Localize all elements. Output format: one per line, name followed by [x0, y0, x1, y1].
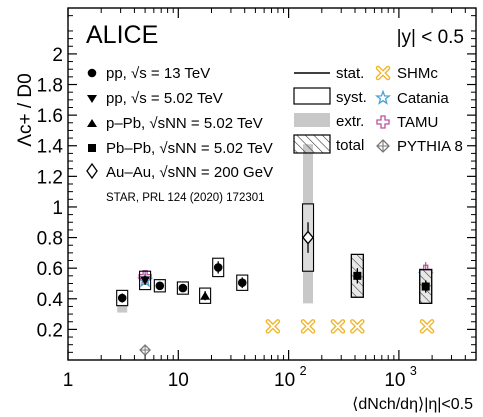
syst-uncertainty-box — [236, 274, 249, 291]
syst-uncertainty-box — [139, 270, 152, 291]
legend-label-auau: Au–Au, √sNN = 200 GeV — [106, 164, 273, 181]
shmc-marker-inner — [351, 320, 364, 333]
legend-label-stat: stat. — [336, 65, 364, 82]
x-tick-label: 10 — [384, 370, 405, 391]
legend-extr-band — [294, 113, 330, 127]
shmc-marker — [300, 319, 316, 334]
marker-circle — [117, 293, 127, 303]
legend-label-extr: extr. — [336, 113, 364, 130]
marker-triangle-up — [200, 291, 211, 300]
model-markers-layer — [137, 262, 435, 356]
marker-circle — [237, 278, 247, 288]
rapidity-cut-label: |y| < 0.5 — [397, 27, 464, 48]
syst-uncertainty-box — [176, 281, 189, 295]
x-tick-exponent: 2 — [300, 364, 307, 378]
star-reference: STAR, PRL 124 (2020) 172301 — [106, 192, 265, 204]
shmc-marker-inner — [266, 320, 279, 333]
legend-label-tamu: TAMU — [397, 114, 438, 131]
syst-uncertainty-box — [153, 279, 166, 293]
marker-circle — [155, 281, 165, 291]
syst-uncertainty-box — [199, 287, 212, 304]
marker-diamond — [302, 230, 314, 245]
legend-tamu-marker — [376, 115, 390, 129]
pythia-marker-cross — [140, 345, 151, 356]
legend-label-pythia: PYTHIA 8 — [397, 138, 463, 155]
y-axis-title: Λc+ / D0 — [15, 73, 36, 146]
y-tick-label: 1.4 — [37, 137, 64, 158]
marker-circle — [178, 283, 188, 293]
syst-uncertainty-box — [116, 289, 129, 307]
legend-label-pp-5: pp, √s = 5.02 TeV — [106, 90, 223, 107]
shmc-marker-inner — [302, 320, 314, 333]
legend-label-pp-13: pp, √s = 13 TeV — [106, 65, 210, 82]
shmc-marker-inner — [332, 320, 344, 333]
legend-marker-circle — [87, 68, 97, 78]
legend-label-ppb: p–Pb, √sNN = 5.02 TeV — [106, 115, 263, 132]
legend-marker-square — [88, 144, 96, 152]
legend-marker-triangle-down — [87, 95, 97, 103]
shmc-marker — [350, 319, 365, 334]
x-tick-label: 1 — [63, 370, 74, 391]
uncertainty-legend: stat. syst. extr. total — [293, 65, 367, 154]
model-legend: SHMc Catania TAMU PYTHIA 8 — [375, 65, 463, 155]
legend-pythia-marker — [376, 139, 390, 153]
shmc-marker — [265, 319, 281, 334]
plot-frame — [67, 7, 477, 361]
system-legend: pp, √s = 13 TeV pp, √s = 5.02 TeV p–Pb, … — [86, 65, 273, 204]
marker-square — [353, 271, 362, 280]
shmc-marker — [419, 319, 435, 334]
extrapolation-band — [117, 304, 128, 313]
legend-label-total: total — [336, 137, 364, 154]
legend-marker-triangle-up — [87, 119, 97, 127]
syst-uncertainty-box — [212, 257, 225, 278]
y-tick-label: 0.6 — [37, 259, 63, 280]
x-tick-label: 10 — [274, 370, 295, 391]
legend-label-catania: Catania — [397, 90, 449, 107]
x-tick-exponent: 3 — [410, 364, 417, 378]
chart-title: ALICE — [86, 21, 158, 49]
data-markers-layer — [116, 203, 433, 307]
legend-shmc-marker — [375, 65, 391, 81]
marker-square — [421, 282, 430, 291]
y-tick-label: 0.4 — [37, 290, 64, 311]
legend-marker-diamond — [86, 162, 98, 180]
axes-layer: 0.2 0.4 0.6 0.8 1 1.2 1.4 1.6 1.8 2 1 10 10 2 10 3 — [37, 8, 477, 391]
legend-label-pbpb: Pb–Pb, √sNN = 5.02 TeV — [106, 140, 273, 157]
legend-total-box — [293, 134, 331, 154]
x-axis-title: ⟨dNch/dη⟩|η|<0.5 — [352, 396, 473, 413]
y-tick-label: 1.2 — [37, 167, 63, 188]
y-tick-label: 1.8 — [37, 76, 63, 97]
shmc-marker — [330, 319, 346, 334]
x-tick-label: 10 — [168, 370, 189, 391]
shmc-marker-inner — [421, 320, 433, 333]
y-tick-label: 0.8 — [37, 229, 63, 250]
y-tick-label: 2 — [52, 45, 63, 66]
marker-circle — [213, 263, 223, 272]
legend-label-shmc: SHMc — [397, 65, 438, 82]
pythia-marker — [139, 344, 152, 356]
legend-syst-box — [293, 87, 331, 105]
marker-triangle-down — [140, 276, 151, 285]
legend-label-syst: syst. — [336, 89, 367, 106]
y-tick-label: 1.6 — [37, 106, 63, 127]
y-tick-label: 0.2 — [37, 320, 63, 341]
legend-catania-marker — [375, 89, 391, 105]
y-tick-label: 1 — [52, 198, 63, 219]
